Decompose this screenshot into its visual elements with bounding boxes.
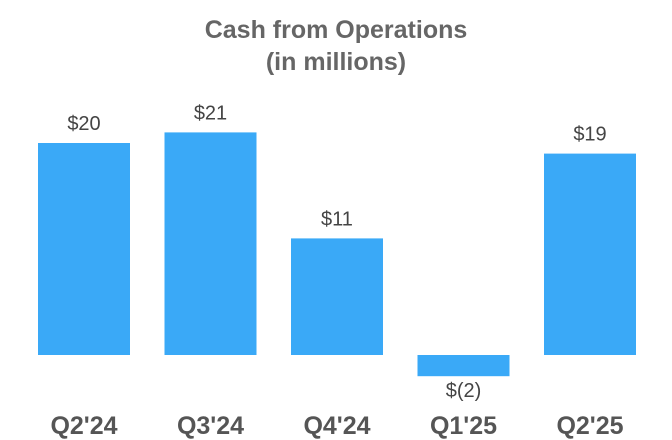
bar [38, 143, 130, 355]
bar [291, 238, 383, 355]
data-label: $21 [194, 102, 227, 124]
x-tick-label: Q4'24 [303, 412, 370, 440]
x-tick-label: Q2'24 [50, 412, 117, 440]
bar [544, 153, 636, 355]
x-tick-label: Q2'25 [556, 412, 623, 440]
data-label: $(2) [446, 380, 482, 402]
data-label: $11 [321, 208, 353, 230]
x-tick-label: Q1'25 [430, 412, 497, 440]
chart-subtitle: (in millions) [265, 48, 407, 76]
bar [164, 132, 257, 355]
bar [417, 355, 510, 377]
data-label: $19 [573, 124, 606, 146]
chart-title: Cash from Operations [204, 16, 468, 44]
x-tick-label: Q3'24 [177, 412, 244, 440]
data-label: $20 [67, 113, 100, 135]
